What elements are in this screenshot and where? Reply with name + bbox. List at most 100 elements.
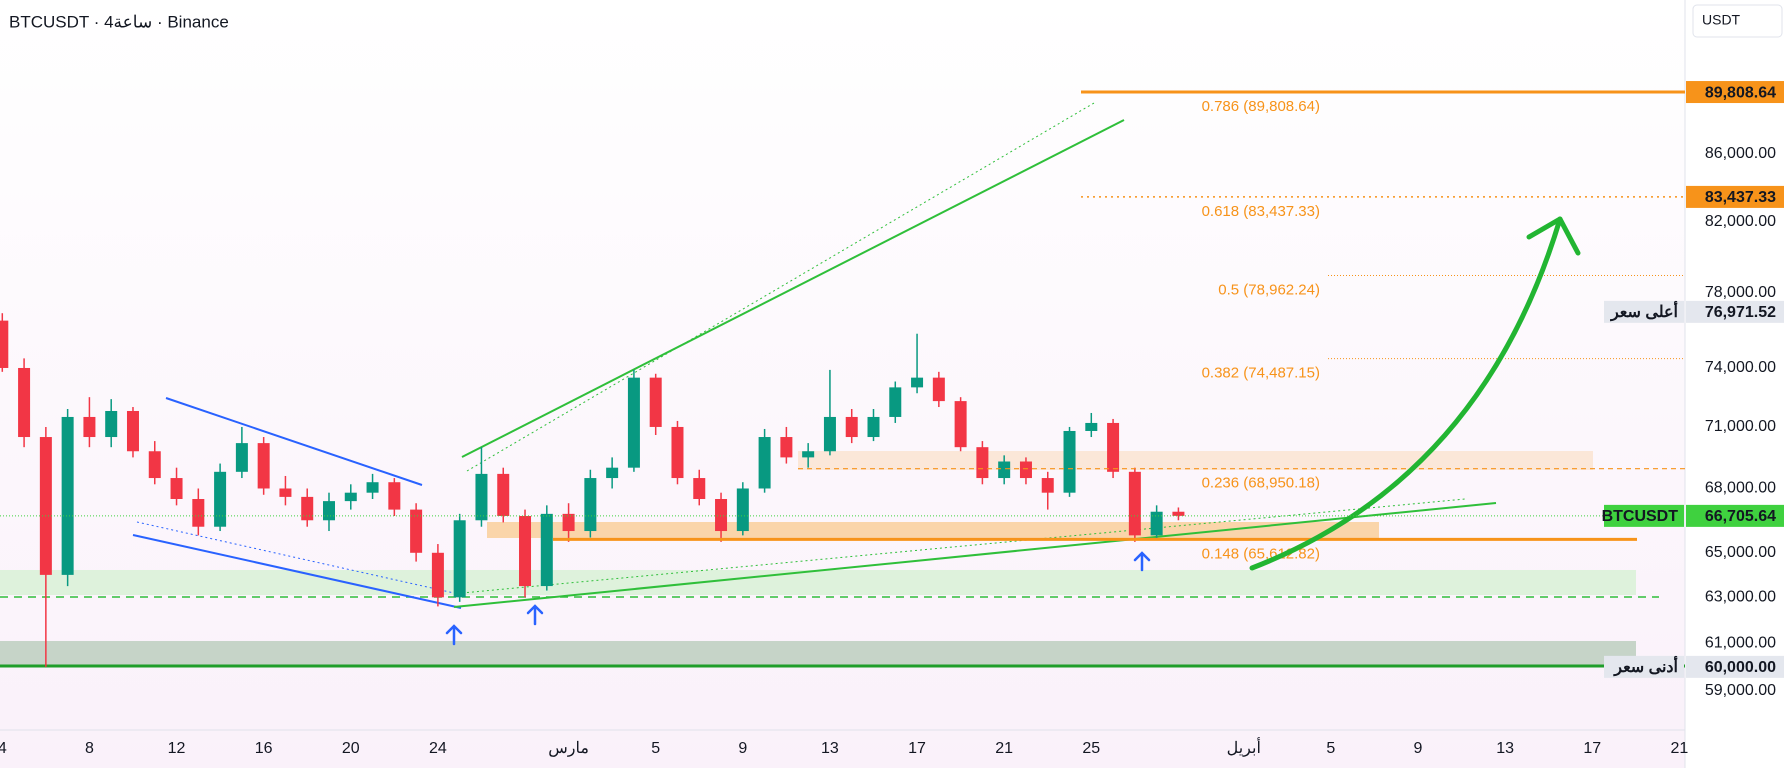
- candle-body: [192, 499, 205, 527]
- candle-body: [1041, 478, 1054, 493]
- channel-line: [165, 397, 423, 486]
- resistance-zone: [798, 451, 1593, 470]
- x-tick-label: مارس: [548, 740, 589, 757]
- price-badge: [1686, 300, 1784, 323]
- low-zone: [0, 641, 1636, 665]
- price-badge-label: 89,808.64: [1705, 84, 1776, 101]
- candle-body: [39, 437, 52, 575]
- candle-body: [954, 401, 967, 448]
- up-arrow: [526, 604, 544, 626]
- candle-body: [802, 451, 815, 458]
- y-tick-label: 82,000.00: [1705, 213, 1776, 230]
- candle-body: [431, 552, 444, 598]
- fib-label: 0.5 (78,962.24): [1218, 281, 1320, 298]
- x-tick-label: 25: [1082, 740, 1100, 757]
- x-tick-label: 8: [85, 740, 94, 757]
- candle-body: [1150, 511, 1163, 536]
- price-tag: BTCUSDT: [1602, 508, 1679, 525]
- currency-label[interactable]: USDT: [1702, 12, 1741, 28]
- candle-body: [1107, 422, 1120, 472]
- x-tick-label: 5: [651, 740, 660, 757]
- candle-body: [344, 492, 357, 502]
- price-tag-bg: [1604, 300, 1684, 323]
- price-badge: [1686, 504, 1784, 527]
- y-tick-label: 86,000.00: [1705, 145, 1776, 162]
- candle-body: [497, 473, 510, 516]
- fib-label: 0.236 (68,950.18): [1202, 475, 1320, 492]
- candle-body: [257, 443, 270, 489]
- candle-body: [366, 482, 379, 493]
- price-axis-bg: [1685, 0, 1788, 768]
- y-tick-label: 74,000.00: [1705, 359, 1776, 376]
- candle-body: [998, 461, 1011, 479]
- price-badge-label: 76,971.52: [1705, 304, 1776, 321]
- x-tick-label: أبريل: [1227, 737, 1261, 757]
- candle-body: [388, 482, 401, 510]
- x-tick-label: 20: [342, 740, 360, 757]
- candle-body: [18, 367, 31, 438]
- channel-line: [453, 502, 1497, 608]
- candle-body: [932, 377, 945, 402]
- price-badge-label: 83,437.33: [1705, 189, 1776, 206]
- price-badge: [1686, 655, 1784, 678]
- axes: 59,000.00 61,000.00 63,000.00 65,000.00 68,0…: [0, 145, 1776, 757]
- x-tick-label: 9: [738, 740, 747, 757]
- currency-button[interactable]: [1692, 4, 1783, 38]
- candle-body: [1019, 461, 1032, 479]
- candle-body: [889, 387, 902, 417]
- candle-body: [126, 410, 139, 452]
- candle-body: [323, 501, 335, 521]
- fib-label: 0.382 (74,487.15): [1202, 365, 1320, 382]
- candle-body: [562, 513, 575, 532]
- candle-body: [780, 437, 793, 458]
- price-badge: [1686, 81, 1784, 104]
- price-tag-bg: [1604, 504, 1684, 527]
- price-badges: 89,808.64 83,437.33 76,971.52 أعلى سعر 66,70…: [0, 81, 1784, 678]
- candle-body: [715, 499, 728, 532]
- candle-body: [301, 496, 314, 521]
- candle-body: [453, 520, 466, 598]
- channel-line: [461, 119, 1125, 458]
- candle-body: [475, 473, 488, 521]
- up-arrow: [1133, 551, 1151, 572]
- candle-body: [1128, 471, 1141, 536]
- y-tick-label: 65,000.00: [1705, 544, 1776, 561]
- candle-body: [606, 467, 619, 479]
- y-tick-label: 61,000.00: [1705, 635, 1776, 652]
- candle-body: [61, 416, 74, 575]
- candle-body: [83, 416, 96, 438]
- candle-body: [1063, 430, 1076, 493]
- x-tick-label: 17: [908, 740, 926, 757]
- candle-body: [976, 447, 989, 479]
- candle-body: [410, 509, 423, 553]
- channel-line: [466, 102, 1095, 472]
- y-tick-label: 63,000.00: [1705, 589, 1776, 606]
- fibonacci: 0.786 (89,808.64) 0.618 (83,437.33) 0.5 (7…: [553, 90, 1685, 562]
- candle-body: [170, 478, 183, 500]
- candle-body: [736, 488, 749, 532]
- x-tick-label: 24: [429, 740, 447, 757]
- candle-body: [1172, 511, 1185, 516]
- candle-body: [235, 443, 248, 472]
- price-badge: [1686, 185, 1784, 208]
- y-tick-label: 78,000.00: [1705, 284, 1776, 301]
- candle-body: [279, 488, 292, 497]
- price-tag-bg: [1604, 655, 1684, 678]
- channel-line: [132, 534, 462, 609]
- candle-body: [0, 320, 9, 368]
- candle-body: [867, 416, 880, 438]
- y-tick-label: 68,000.00: [1705, 480, 1776, 497]
- candle-body: [584, 478, 597, 532]
- price-badge-label: 60,000.00: [1705, 659, 1776, 676]
- candle-body: [649, 377, 662, 427]
- bounce-arrows: [445, 551, 1151, 646]
- candle-body: [823, 416, 836, 452]
- demand-zone: [487, 522, 1379, 538]
- x-tick-label: 13: [821, 740, 839, 757]
- x-tick-label: 17: [1583, 740, 1601, 757]
- price-tag: أدنى سعر: [1613, 655, 1678, 677]
- up-arrow: [445, 624, 463, 646]
- fib-label: 0.618 (83,437.33): [1202, 203, 1320, 220]
